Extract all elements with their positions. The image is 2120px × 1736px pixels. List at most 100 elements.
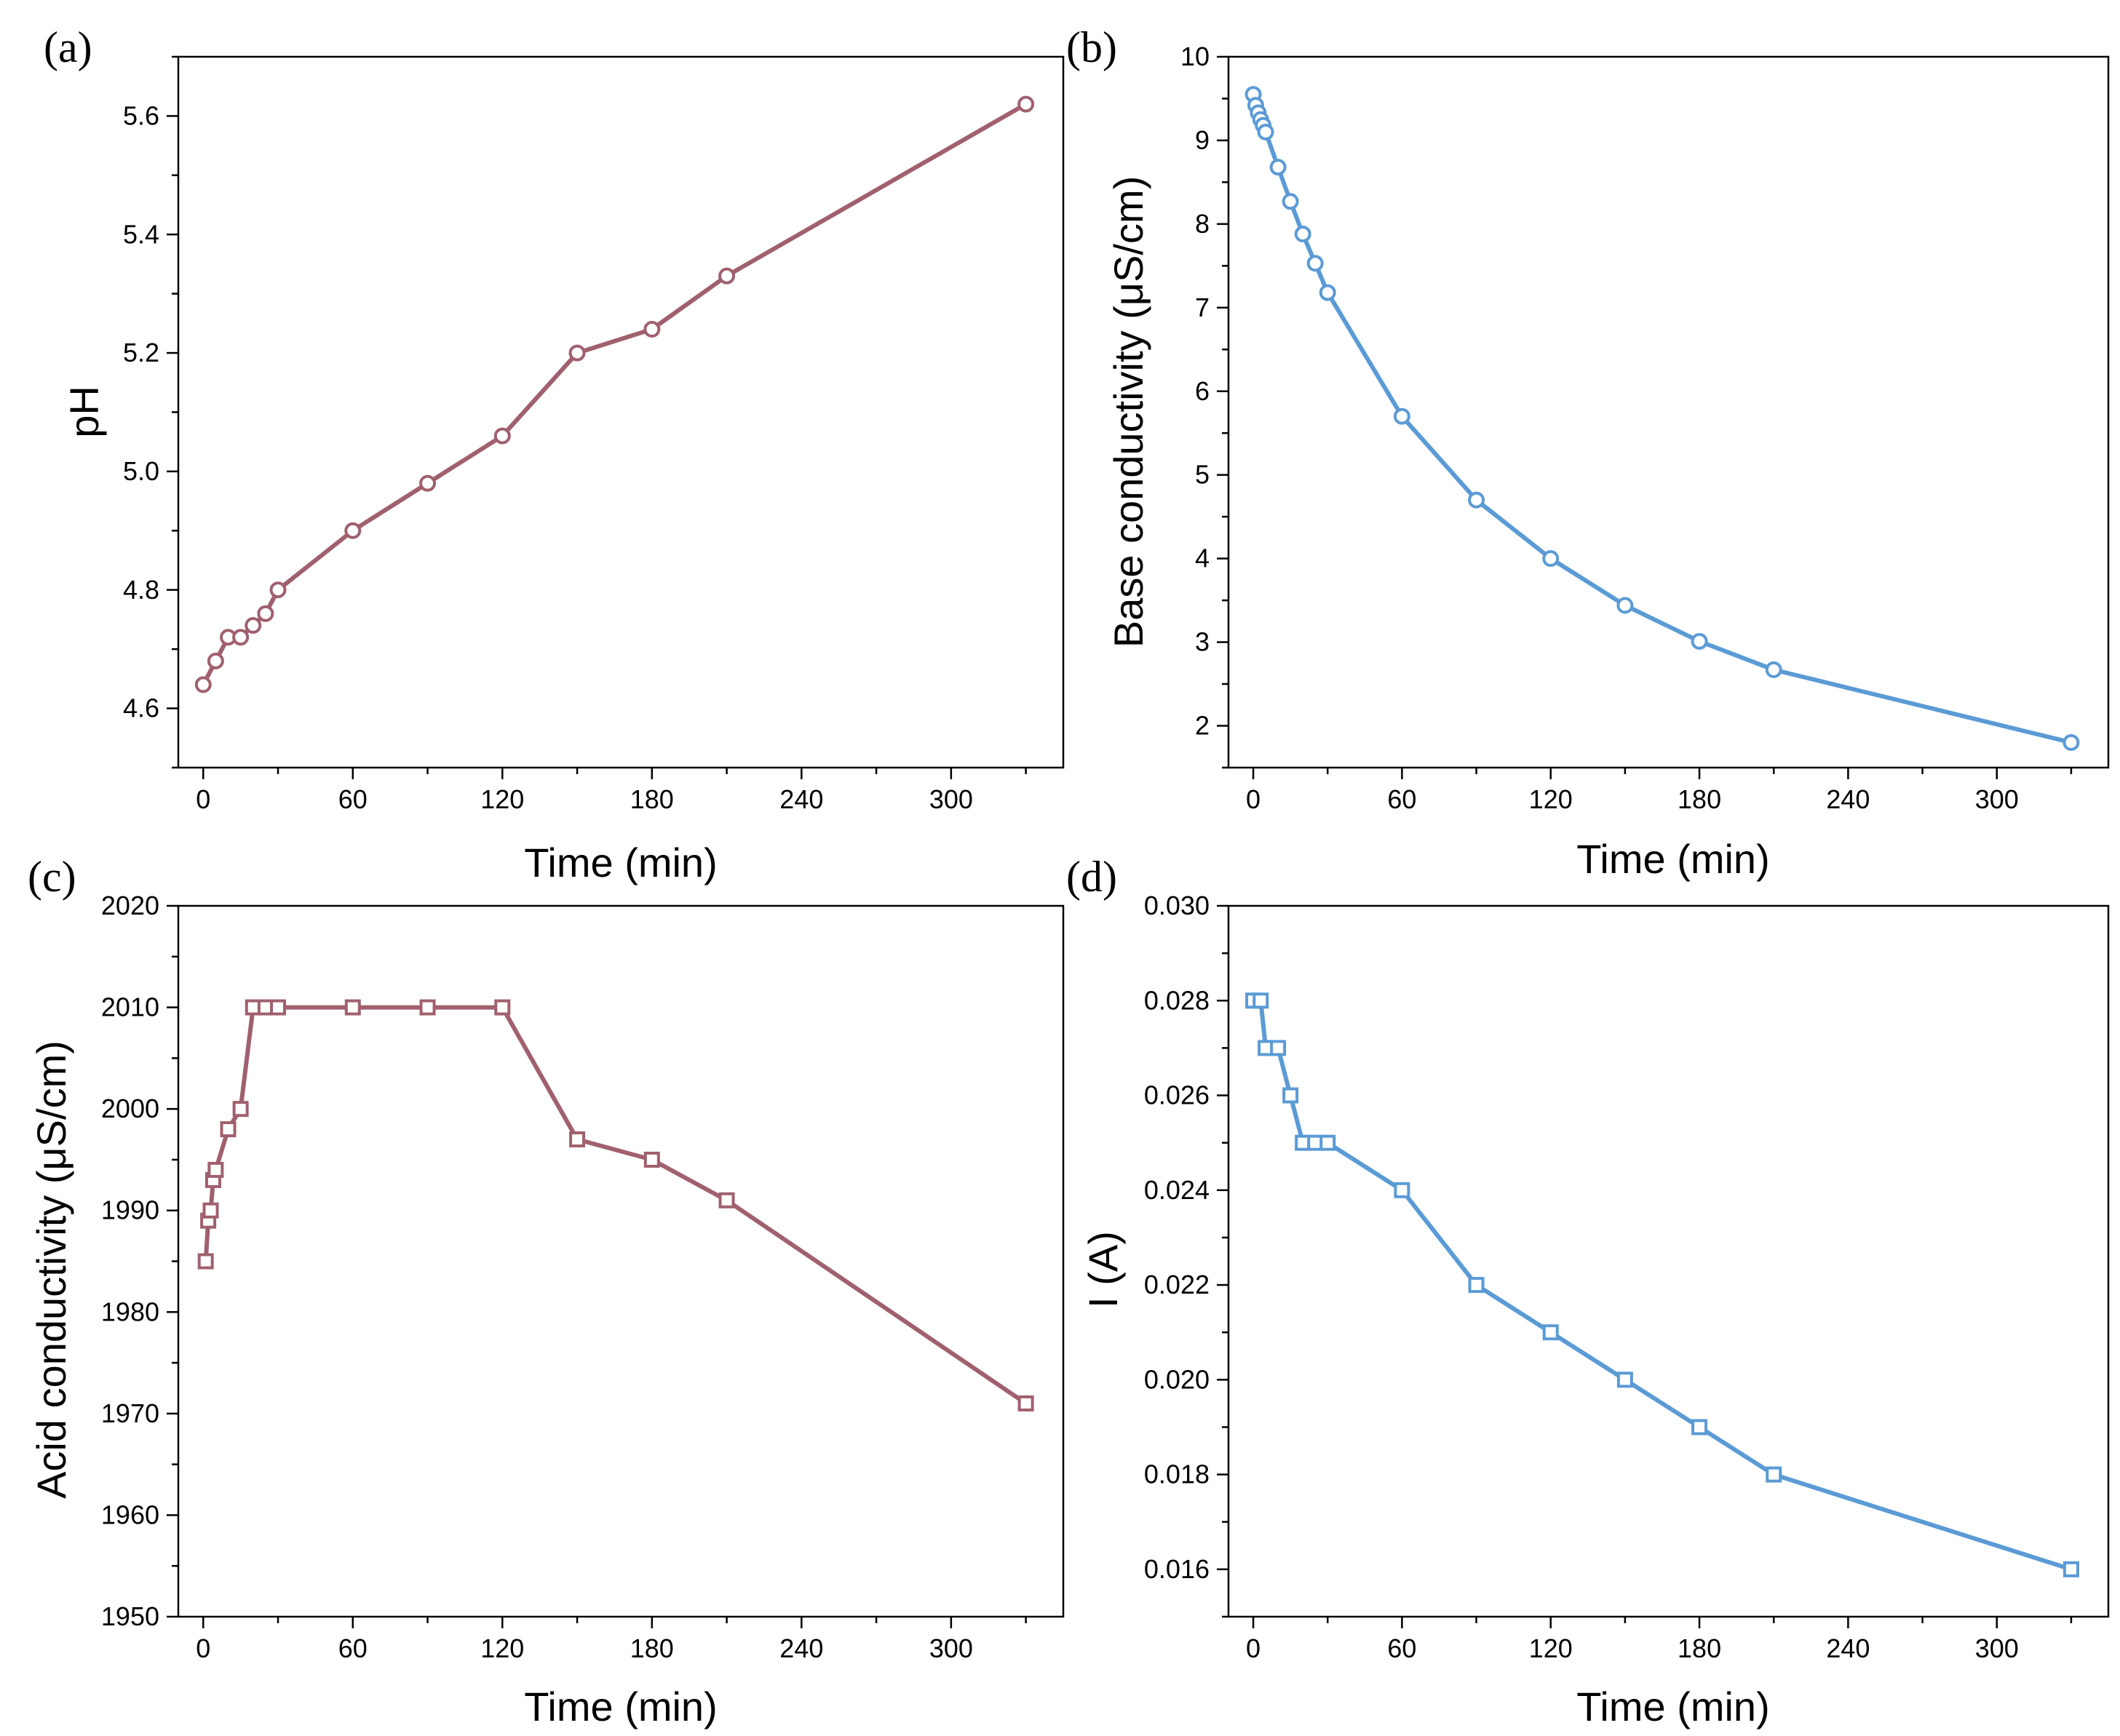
- panel-a-data-point: [194, 676, 212, 693]
- panel-c-data-point: [419, 999, 436, 1016]
- panel-d-x-tick-label: 0: [1246, 1633, 1261, 1663]
- panel-b-x-tick-label: 300: [1975, 784, 2019, 814]
- panel-b-y-tick-label: 7: [1195, 292, 1210, 322]
- panel-c-plot-frame: [177, 904, 1065, 1618]
- panel-a-x-tick-label: 300: [929, 784, 973, 814]
- panel-a: (a) 0 60 120 180 240 300 4.6 4.8 5.0 5.2 5.4 5.6 Ti…: [44, 23, 1065, 885]
- panel-b-y-tick-label: 3: [1195, 627, 1210, 657]
- panel-d-y-tick-label: 0.026: [1144, 1080, 1210, 1110]
- panel-b-x-tick-label: 180: [1678, 784, 1721, 814]
- panel-c-data-point: [494, 999, 511, 1016]
- panel-b-data-point: [1765, 661, 1782, 679]
- panel-d-data-point: [1282, 1087, 1299, 1104]
- panel-b-y-tick-label: 2: [1195, 711, 1210, 741]
- panel-c-data-point: [270, 999, 287, 1016]
- panel-a-data-point: [493, 427, 511, 445]
- panel-d-y-tick-label: 0.030: [1144, 891, 1210, 920]
- panel-c-y-tick-label: 1960: [101, 1500, 159, 1529]
- panel-b-x-tick-label: 120: [1529, 784, 1573, 814]
- panel-b-data-point: [1691, 632, 1708, 650]
- panel-a-data-point: [419, 474, 437, 492]
- panel-c-xlabel: Time (min): [524, 1684, 717, 1729]
- panel-c-data-point: [207, 1161, 224, 1178]
- panel-b-data-point: [1542, 550, 1560, 568]
- panel-b-y-tick-label: 8: [1195, 209, 1210, 239]
- panel-d-x-tick-label: 300: [1975, 1633, 2019, 1663]
- panel-b-data-point: [1468, 491, 1485, 509]
- panel-a-data-point: [1017, 95, 1035, 113]
- panel-a-x-tick-label: 240: [779, 784, 823, 814]
- panel-d-data-point: [1691, 1419, 1708, 1436]
- panel-b-data-point: [1282, 193, 1299, 210]
- panel-b-ylabel: Base conductivity (μS/cm): [1105, 176, 1151, 648]
- panel-d-data-point: [1394, 1182, 1410, 1198]
- panel-c-data-point: [202, 1202, 219, 1219]
- panel-d-data-point: [2063, 1561, 2079, 1577]
- panel-c-data-point: [718, 1192, 735, 1209]
- panel-b-plot-frame: [1227, 55, 2110, 769]
- panel-d-data-point: [1616, 1371, 1633, 1388]
- panel-a-x-tick-label: 60: [338, 784, 368, 814]
- panel-a-x-tick-label: 0: [196, 784, 210, 814]
- panel-c-x-tick-label: 0: [196, 1633, 210, 1663]
- panel-b-data-point: [1257, 123, 1274, 140]
- panel-c-data-point: [344, 999, 361, 1016]
- panel-c-y-tick-label: 2000: [101, 1094, 159, 1123]
- panel-b-y-tick-label: 4: [1195, 544, 1210, 573]
- panel-c-y-tick-label: 1970: [101, 1398, 159, 1428]
- panel-b-data-point: [1306, 255, 1324, 272]
- panel-d-x-tick-label: 120: [1529, 1633, 1573, 1663]
- panel-a-data-point: [245, 617, 262, 634]
- panel-d-plot-frame: [1227, 904, 2110, 1618]
- panel-c-data-point: [220, 1121, 237, 1138]
- panel-a-plot-frame: [177, 55, 1065, 769]
- panel-a-data-point: [643, 321, 661, 338]
- panel-b: (b) 0 60 120 180 240 300 2 3 4 5 6 7 8 9 10 Time (min)…: [1066, 23, 2110, 882]
- panel-c-series-line: [203, 1005, 1028, 1406]
- panel-a-y-tick-label: 4.8: [123, 575, 159, 605]
- panel-c-y-tick-label: 1950: [101, 1601, 159, 1631]
- panel-b-data-point: [1319, 284, 1336, 301]
- panel-d-data-point: [1252, 992, 1269, 1009]
- panel-c-ylabel: Acid conductivity (μS/cm): [28, 1040, 74, 1499]
- panel-b-x-tick-label: 60: [1387, 784, 1416, 814]
- panel-d-data-point: [1270, 1040, 1287, 1056]
- panel-d-data-point: [1468, 1277, 1485, 1294]
- panel-c-letter: (c): [28, 853, 76, 901]
- panel-a-data-point: [257, 605, 274, 622]
- panel-b-y-tick-label: 6: [1195, 376, 1210, 406]
- panel-b-data-point: [1616, 597, 1634, 614]
- panel-d: (d) 0 60 120 180 240 3000.0160.0180.0200.0220…: [1066, 853, 2110, 1729]
- panel-d-data-point: [1542, 1324, 1559, 1341]
- panel-c-data-point: [569, 1131, 586, 1148]
- panel-c-y-tick-label: 2010: [101, 992, 159, 1022]
- panel-a-data-point: [344, 522, 362, 539]
- panel-a-y-tick-label: 4.6: [123, 693, 159, 723]
- panel-a-data-point: [207, 652, 224, 669]
- panel-c-x-tick-label: 300: [929, 1633, 973, 1663]
- panel-b-letter: (b): [1066, 23, 1117, 71]
- panel-b-y-tick-label: 10: [1180, 41, 1210, 71]
- panel-a-plot: 0 60 120 180 240 300 4.6 4.8 5.0 5.2 5.4 5.6: [123, 55, 1065, 814]
- panel-b-data-point: [1294, 226, 1311, 243]
- panel-a-ylabel: pH: [61, 386, 107, 438]
- panel-c-y-tick-label: 1980: [101, 1297, 159, 1326]
- panel-b-y-tick-label: 9: [1195, 125, 1210, 155]
- panel-a-data-point: [232, 629, 250, 646]
- panel-a-y-tick-label: 5.6: [123, 100, 159, 130]
- panel-d-x-tick-label: 240: [1826, 1633, 1870, 1663]
- panel-a-data-point: [718, 267, 736, 284]
- panel-d-data-point: [1766, 1466, 1782, 1483]
- panel-d-data-point: [1319, 1134, 1336, 1151]
- panel-d-x-tick-label: 180: [1678, 1633, 1721, 1663]
- panel-d-xlabel: Time (min): [1576, 1684, 1769, 1729]
- panel-c-data-point: [232, 1101, 249, 1118]
- panel-c: (c) 0 60 120 180 240 300 1950 1960 1970 1980 1990 2…: [28, 853, 1065, 1729]
- panel-c-x-tick-label: 60: [338, 1633, 368, 1663]
- panel-a-y-tick-label: 5.4: [123, 219, 159, 249]
- panel-c-y-tick-label: 1990: [101, 1195, 159, 1225]
- panel-d-ylabel: I (A): [1080, 1231, 1126, 1308]
- panel-a-data-point: [568, 344, 586, 362]
- panel-c-data-point: [643, 1151, 660, 1168]
